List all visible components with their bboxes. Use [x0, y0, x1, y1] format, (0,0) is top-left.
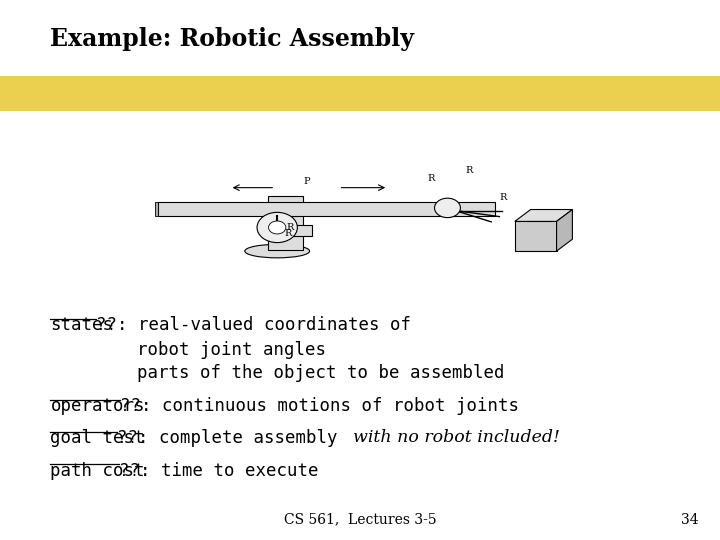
FancyBboxPatch shape [269, 195, 303, 249]
Text: R: R [284, 229, 292, 238]
Text: R: R [428, 174, 435, 183]
Text: 34: 34 [681, 512, 698, 526]
Polygon shape [557, 210, 572, 251]
Text: Example: Robotic Assembly: Example: Robotic Assembly [50, 27, 415, 51]
Text: operators: operators [50, 397, 145, 415]
Text: goal test: goal test [50, 429, 145, 447]
Text: ??: complete assembly: ??: complete assembly [117, 429, 348, 447]
Text: ??: continuous motions of robot joints: ??: continuous motions of robot joints [120, 397, 519, 415]
Text: R: R [287, 223, 294, 232]
FancyBboxPatch shape [515, 221, 557, 251]
Text: with no robot included!: with no robot included! [353, 429, 560, 446]
FancyBboxPatch shape [0, 76, 720, 111]
Text: path cost: path cost [50, 462, 145, 480]
Ellipse shape [245, 244, 310, 258]
FancyBboxPatch shape [155, 202, 158, 216]
Circle shape [257, 212, 297, 242]
Text: P: P [304, 177, 310, 186]
FancyBboxPatch shape [264, 226, 312, 237]
Polygon shape [515, 210, 572, 221]
Circle shape [269, 221, 286, 234]
FancyBboxPatch shape [158, 202, 495, 216]
Text: R: R [465, 166, 472, 175]
Text: ??: real-valued coordinates of: ??: real-valued coordinates of [96, 316, 412, 334]
Text: states: states [50, 316, 114, 334]
Text: ??: time to execute: ??: time to execute [119, 462, 318, 480]
Text: CS 561,  Lectures 3-5: CS 561, Lectures 3-5 [284, 512, 436, 526]
Text: parts of the object to be assembled: parts of the object to be assembled [137, 364, 504, 382]
Text: R: R [499, 193, 506, 202]
Text: robot joint angles: robot joint angles [137, 341, 325, 359]
Circle shape [435, 198, 461, 218]
